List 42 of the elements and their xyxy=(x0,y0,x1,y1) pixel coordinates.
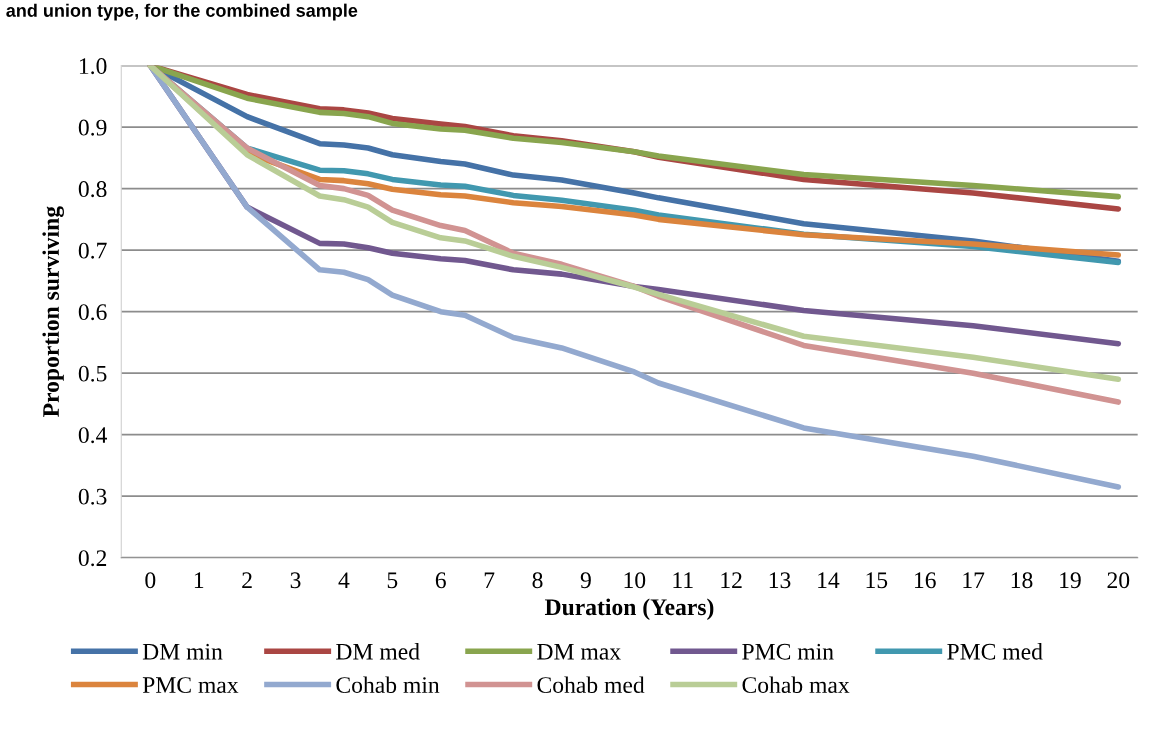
x-tick-label: 7 xyxy=(484,572,495,588)
legend-label: DM med xyxy=(336,643,420,660)
legend-label: PMC min xyxy=(742,643,834,660)
x-tick-label: 11 xyxy=(673,572,693,588)
x-axis-title: Duration (Years) xyxy=(544,598,714,620)
x-tick-label: 5 xyxy=(387,572,398,589)
x-tick-label: 13 xyxy=(769,572,791,589)
x-tick-label: 4 xyxy=(338,572,350,588)
chart-title: and union type, for the combined sample xyxy=(6,3,358,21)
y-tick-label: 0.8 xyxy=(78,181,107,198)
x-tick-label: 6 xyxy=(435,572,446,589)
y-tick-label: 0.3 xyxy=(78,488,107,505)
x-tick-label: 1 xyxy=(194,572,204,588)
legend-label: PMC med xyxy=(947,643,1043,660)
legend-label: DM min xyxy=(142,643,223,660)
x-tick-label: 10 xyxy=(624,572,646,589)
y-tick-label: 0.6 xyxy=(78,304,107,321)
y-axis-title: Proportion surviving xyxy=(42,206,64,417)
x-tick-label: 19 xyxy=(1060,572,1081,589)
y-tick-label: 0.2 xyxy=(78,550,107,567)
x-tick-label: 15 xyxy=(866,572,888,589)
x-tick-label: 9 xyxy=(580,572,591,589)
y-tick-label: 0.5 xyxy=(78,365,107,382)
y-tick-label: 1.0 xyxy=(79,58,107,75)
x-tick-label: 3 xyxy=(290,572,301,589)
legend-label: Cohab max xyxy=(742,676,850,694)
x-tick-label: 8 xyxy=(532,572,543,589)
y-tick-label: 0.7 xyxy=(78,242,107,259)
y-tick-label: 0.4 xyxy=(78,427,108,444)
legend-label: Cohab min xyxy=(336,676,440,694)
x-tick-label: 14 xyxy=(818,572,840,588)
x-tick-label: 12 xyxy=(721,572,742,588)
x-tick-label: 17 xyxy=(963,572,985,588)
x-tick-label: 2 xyxy=(242,572,252,588)
legend-label: Cohab med xyxy=(537,676,645,694)
x-tick-label: 18 xyxy=(1011,572,1033,589)
legend-label: DM max xyxy=(537,643,621,660)
x-tick-label: 20 xyxy=(1107,572,1130,589)
y-tick-label: 0.9 xyxy=(78,119,107,136)
x-tick-label: 16 xyxy=(914,572,936,589)
x-tick-label: 0 xyxy=(145,572,156,589)
legend-label: PMC max xyxy=(142,677,239,694)
